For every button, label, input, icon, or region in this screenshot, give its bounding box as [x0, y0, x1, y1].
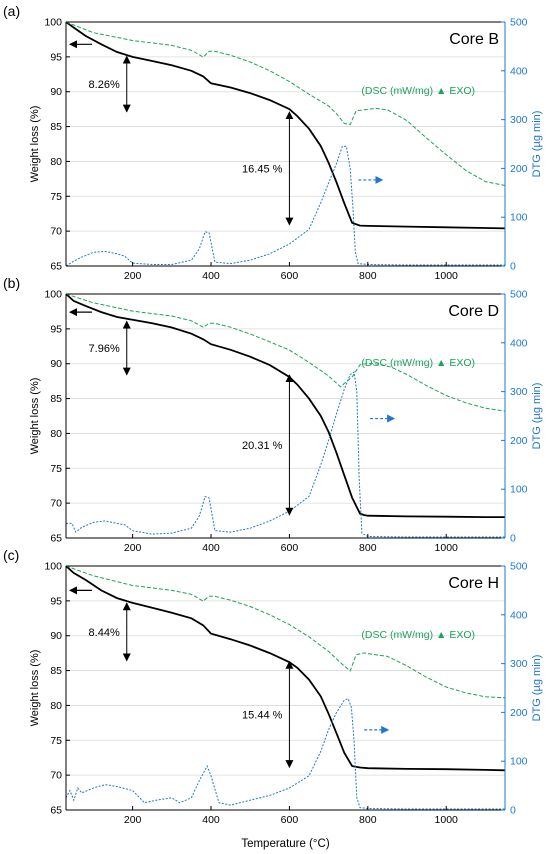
dsc-label: (DSC (mW/mg) ▲ EXO)	[361, 85, 475, 97]
y-left-tick-label: 90	[50, 86, 62, 98]
mass-loss-label: 16.45 %	[242, 163, 283, 175]
x-tick-label: 200	[124, 542, 142, 554]
x-tick-label: 400	[202, 814, 220, 826]
y-left-axis-title: Weight loss (%)	[29, 650, 41, 727]
y-right-tick-label: 300	[510, 114, 528, 126]
y-left-tick-label: 80	[50, 156, 62, 168]
y-left-tick-label: 85	[50, 393, 62, 405]
y-right-axis-title: DTG (µg min)	[531, 655, 543, 722]
x-axis-title: Temperature (°C)	[241, 838, 329, 850]
y-left-tick-label: 100	[44, 289, 62, 301]
y-left-axis-title: Weight loss (%)	[29, 378, 41, 455]
x-tick-label: 400	[202, 542, 220, 554]
y-left-tick-label: 90	[50, 358, 62, 370]
x-tick-label: 600	[281, 270, 299, 282]
x-tick-label: 1000	[435, 542, 459, 554]
y-left-tick-label: 95	[50, 323, 62, 335]
panel-1: 200 400 600 800 1000657075808590951000100200…	[3, 3, 543, 282]
dsc-label: (DSC (mW/mg) ▲ EXO)	[361, 629, 475, 641]
series-weight-loss	[65, 565, 506, 772]
y-left-tick-label: 80	[50, 428, 62, 440]
y-right-tick-label: 400	[510, 65, 528, 77]
y-left-tick-label: 70	[50, 498, 62, 510]
panel-title: Core D	[448, 303, 499, 320]
y-right-tick-label: 100	[510, 484, 528, 496]
x-tick-label: 800	[359, 814, 377, 826]
mass-loss-label: 15.44 %	[242, 709, 283, 721]
series-dtg	[66, 371, 505, 538]
y-left-tick-label: 90	[50, 630, 62, 642]
y-right-tick-label: 0	[510, 805, 516, 817]
panel-title: Core H	[448, 575, 499, 592]
mass-loss-label: 8.26%	[89, 79, 120, 91]
x-tick-label: 200	[124, 270, 142, 282]
y-right-tick-label: 500	[510, 289, 528, 301]
series-dsc	[65, 565, 506, 699]
x-tick-label: 600	[281, 542, 299, 554]
x-tick-label: 1000	[435, 814, 459, 826]
y-left-tick-label: 65	[50, 533, 62, 545]
x-tick-label: 600	[281, 814, 299, 826]
y-right-tick-label: 100	[510, 756, 528, 768]
y-left-tick-label: 75	[50, 463, 62, 475]
y-right-tick-label: 200	[510, 707, 528, 719]
y-left-tick-label: 95	[50, 595, 62, 607]
y-right-axis-title: DTG (µg min)	[531, 383, 543, 450]
panel-label: (a)	[3, 3, 20, 19]
panel-2: 200 400 600 800 1000657075808590951000100200…	[3, 275, 543, 554]
panel-title: Core B	[449, 31, 499, 48]
y-right-tick-label: 300	[510, 658, 528, 670]
y-right-tick-label: 0	[510, 261, 516, 273]
y-left-tick-label: 95	[50, 51, 62, 63]
y-right-tick-label: 200	[510, 435, 528, 447]
y-right-tick-label: 300	[510, 386, 528, 398]
mass-loss-label: 20.31 %	[242, 440, 283, 452]
x-tick-label: 800	[359, 270, 377, 282]
y-right-tick-label: 500	[510, 17, 528, 29]
mass-loss-label: 8.44%	[89, 627, 120, 639]
y-right-tick-label: 100	[510, 212, 528, 224]
dsc-label: (DSC (mW/mg) ▲ EXO)	[361, 357, 475, 369]
y-right-tick-label: 400	[510, 337, 528, 349]
series-weight-loss	[65, 21, 506, 230]
panel-3: 200 400 600 800 1000657075808590951000100200…	[3, 547, 543, 826]
y-left-tick-label: 80	[50, 700, 62, 712]
y-right-axis-title: DTG (µg min)	[531, 111, 543, 178]
x-tick-label: 1000	[435, 270, 459, 282]
y-left-tick-label: 85	[50, 665, 62, 677]
y-left-tick-label: 70	[50, 770, 62, 782]
y-left-tick-label: 100	[44, 561, 62, 573]
panel-label: (b)	[3, 275, 20, 291]
series-dtg	[65, 145, 505, 267]
x-tick-label: 400	[202, 270, 220, 282]
mass-loss-label: 7.96%	[89, 343, 120, 355]
series-dtg	[65, 698, 505, 810]
y-right-tick-label: 200	[510, 163, 528, 175]
series-weight-loss	[65, 293, 505, 518]
y-left-tick-label: 85	[50, 121, 62, 133]
x-tick-label: 800	[359, 542, 377, 554]
series-dsc	[65, 21, 506, 186]
y-right-tick-label: 500	[510, 561, 528, 573]
y-left-tick-label: 100	[44, 17, 62, 29]
y-right-tick-label: 400	[510, 609, 528, 621]
y-left-tick-label: 75	[50, 735, 62, 747]
y-left-axis-title: Weight loss (%)	[29, 106, 41, 183]
y-left-tick-label: 75	[50, 191, 62, 203]
y-left-tick-label: 65	[50, 805, 62, 817]
y-left-tick-label: 70	[50, 226, 62, 238]
y-right-tick-label: 0	[510, 533, 516, 545]
series-dsc	[65, 293, 506, 412]
y-left-tick-label: 65	[50, 261, 62, 273]
x-tick-label: 200	[124, 814, 142, 826]
panel-label: (c)	[3, 547, 19, 563]
